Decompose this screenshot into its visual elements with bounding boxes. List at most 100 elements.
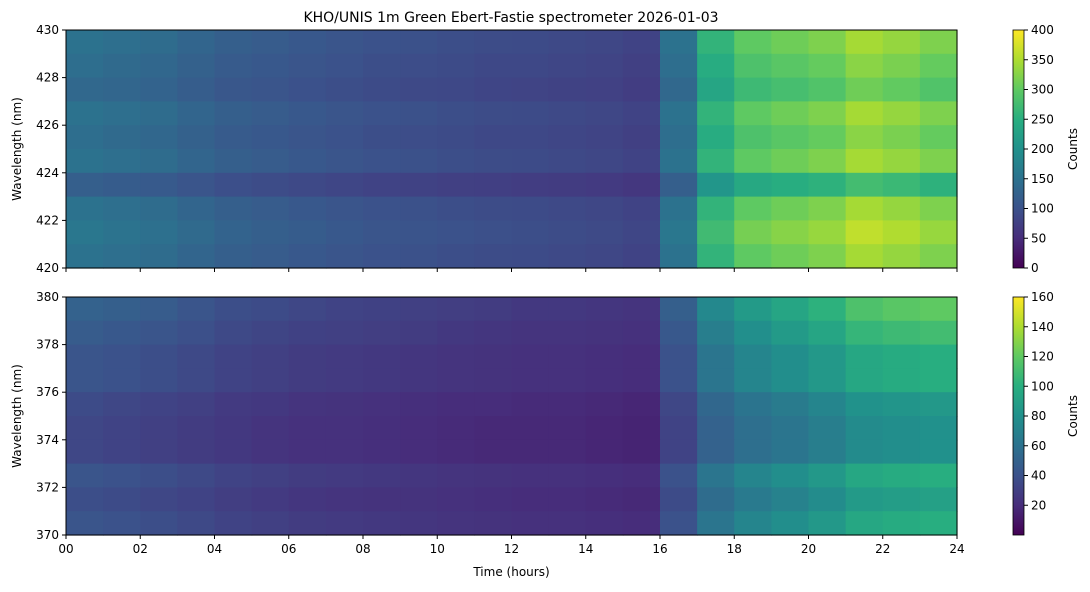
heatmap-cell xyxy=(919,220,958,245)
heatmap-cell xyxy=(140,101,178,126)
heatmap-cell xyxy=(66,392,104,417)
heatmap-cell xyxy=(66,77,104,102)
heatmap-cell xyxy=(363,101,401,126)
heatmap-cell xyxy=(325,439,364,465)
heatmap-cell xyxy=(882,368,921,393)
heatmap-cell xyxy=(919,172,958,198)
heatmap-cell xyxy=(288,101,327,126)
heatmap-cell xyxy=(103,368,141,393)
heatmap-cell xyxy=(363,220,401,245)
heatmap-cell xyxy=(474,368,513,393)
y-tick-label: 430 xyxy=(36,23,59,37)
heatmap-cell xyxy=(882,244,921,269)
heatmap-cell xyxy=(474,77,513,102)
heatmap-cell xyxy=(474,149,513,174)
heatmap-cell xyxy=(140,320,178,346)
heatmap-cell xyxy=(585,392,624,417)
heatmap-cell xyxy=(771,196,810,221)
heatmap-cell xyxy=(882,101,921,126)
heatmap-cell xyxy=(622,172,661,198)
heatmap-cell xyxy=(660,125,698,150)
heatmap-cell xyxy=(882,196,921,221)
heatmap-cell xyxy=(585,125,624,150)
heatmap-cell xyxy=(214,77,253,102)
heatmap-cell xyxy=(437,297,475,322)
heatmap-cell xyxy=(548,244,587,269)
heatmap-cell xyxy=(622,439,661,465)
heatmap-cell xyxy=(251,439,290,465)
heatmap-cell xyxy=(214,244,253,269)
heatmap-cell xyxy=(845,511,884,536)
heatmap-cell xyxy=(437,487,475,512)
heatmap-cell xyxy=(548,344,587,369)
heatmap-cell xyxy=(177,220,216,245)
heatmap-cell xyxy=(622,368,661,393)
heatmap-cell xyxy=(363,172,401,198)
heatmap-cell xyxy=(474,220,513,245)
heatmap-cell xyxy=(251,320,290,346)
heatmap-cell xyxy=(177,463,216,488)
heatmap-cell xyxy=(734,439,772,465)
heatmap-cell xyxy=(400,392,438,417)
heatmap-cell xyxy=(251,220,290,245)
heatmap-cell xyxy=(325,53,364,79)
heatmap-cell xyxy=(548,392,587,417)
heatmap-cell xyxy=(697,196,735,221)
heatmap-cell xyxy=(103,101,141,126)
colorbar-tick-label: 400 xyxy=(1031,23,1054,37)
heatmap-cell xyxy=(363,196,401,221)
heatmap-cell xyxy=(511,416,550,441)
colorbar-tick-label: 20 xyxy=(1031,498,1046,512)
heatmap-cell xyxy=(103,30,141,55)
heatmap-cell xyxy=(288,487,327,512)
heatmap-cell xyxy=(845,77,884,102)
colorbar: 0 50 100 150 200 250 300 350 400 Counts xyxy=(1012,23,1080,275)
heatmap-cell xyxy=(511,511,550,536)
heatmap-cell xyxy=(919,344,958,369)
heatmap-cell xyxy=(808,297,847,322)
colorbar-tick-label: 60 xyxy=(1031,439,1046,453)
heatmap-cell xyxy=(325,487,364,512)
heatmap-cell xyxy=(437,125,475,150)
heatmap-cell xyxy=(437,196,475,221)
heatmap-cell xyxy=(103,172,141,198)
heatmap-cell xyxy=(882,416,921,441)
heatmap-cell xyxy=(288,30,327,55)
colorbar-label: Counts xyxy=(1066,395,1080,437)
colorbar-tick-label: 300 xyxy=(1031,83,1054,97)
heatmap-cell xyxy=(585,196,624,221)
heatmap-cell xyxy=(177,77,216,102)
heatmap-cell xyxy=(511,77,550,102)
heatmap-cell xyxy=(734,172,772,198)
heatmap-cell xyxy=(251,244,290,269)
heatmap-cell xyxy=(177,30,216,55)
heatmap-cell xyxy=(288,244,327,269)
heatmap-cell xyxy=(474,125,513,150)
heatmap-cell xyxy=(585,77,624,102)
heatmap-cell xyxy=(845,416,884,441)
heatmap-cell xyxy=(66,196,104,221)
heatmap-cell xyxy=(66,244,104,269)
heatmap-cell xyxy=(140,220,178,245)
heatmap-cell xyxy=(808,149,847,174)
heatmap-cell xyxy=(660,172,698,198)
heatmap-cell xyxy=(845,220,884,245)
heatmap-cell xyxy=(325,511,364,536)
colorbar-tick-label: 200 xyxy=(1031,142,1054,156)
heatmap-cell xyxy=(734,392,772,417)
heatmap-cell xyxy=(251,344,290,369)
heatmap-cell xyxy=(622,196,661,221)
heatmap-cell xyxy=(511,30,550,55)
heatmap-cell xyxy=(103,53,141,79)
heatmap-cell xyxy=(511,392,550,417)
heatmap-cell xyxy=(882,320,921,346)
heatmap-cell xyxy=(585,439,624,465)
heatmap-cell xyxy=(363,77,401,102)
heatmap-cell xyxy=(437,149,475,174)
heatmap-cell xyxy=(511,439,550,465)
heatmap-cell xyxy=(251,53,290,79)
heatmap-cell xyxy=(66,511,104,536)
heatmap-cell xyxy=(177,149,216,174)
heatmap-cell xyxy=(251,149,290,174)
